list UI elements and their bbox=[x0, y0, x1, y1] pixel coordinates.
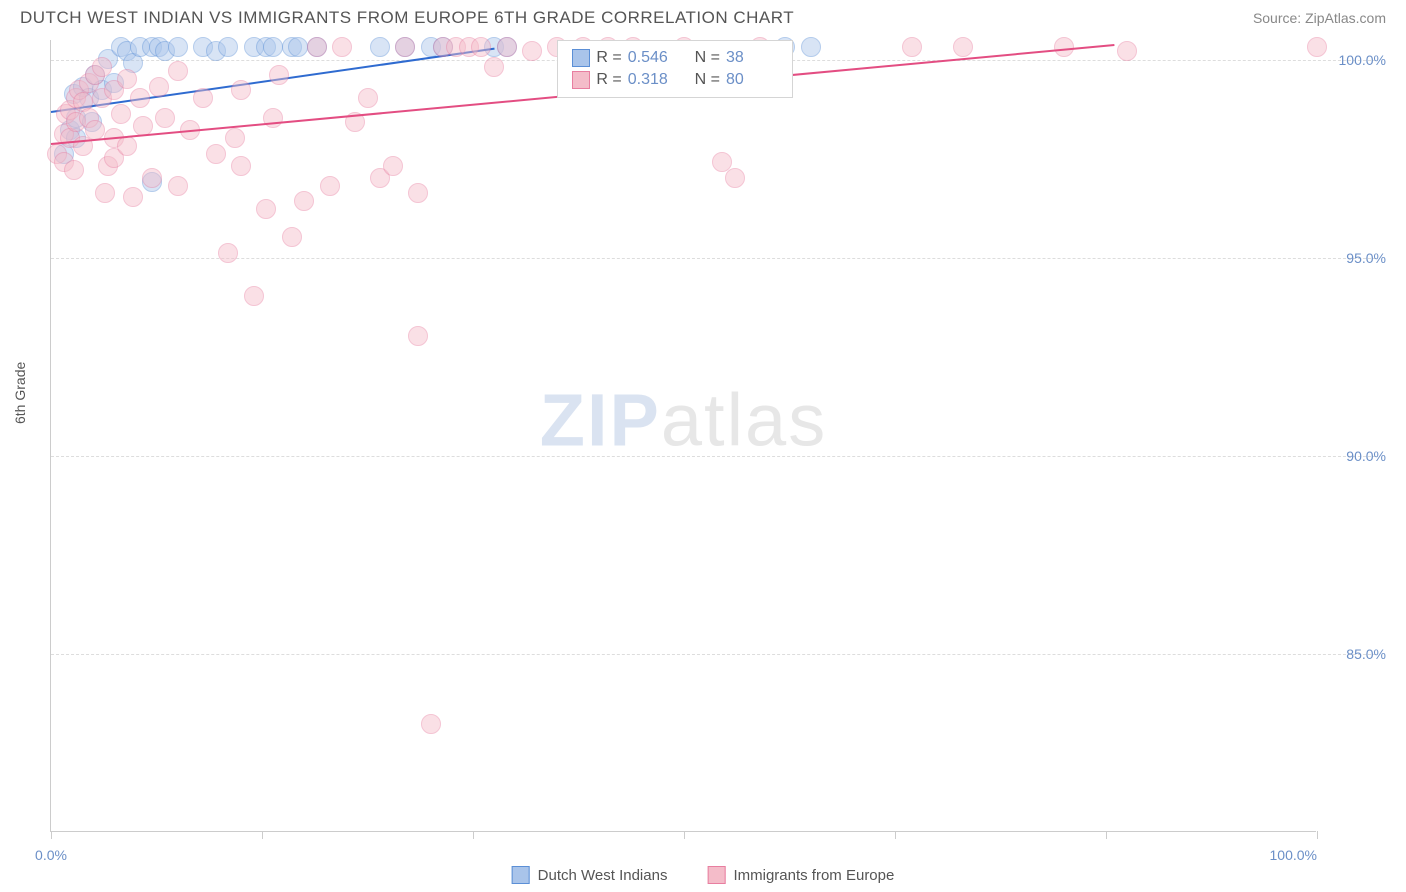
data-point bbox=[395, 37, 415, 57]
data-point bbox=[117, 136, 137, 156]
legend-swatch bbox=[512, 866, 530, 884]
chart-container: ZIPatlas 85.0%90.0%95.0%100.0%0.0%100.0%… bbox=[50, 40, 1316, 832]
x-tick bbox=[684, 831, 685, 839]
x-tick-label: 100.0% bbox=[1270, 847, 1317, 863]
x-tick bbox=[473, 831, 474, 839]
legend-label: Dutch West Indians bbox=[538, 867, 668, 884]
data-point bbox=[370, 37, 390, 57]
y-axis-label: 6th Grade bbox=[12, 362, 28, 424]
data-point bbox=[142, 168, 162, 188]
legend-n-value: 80 bbox=[726, 71, 778, 89]
data-point bbox=[269, 65, 289, 85]
data-point bbox=[155, 108, 175, 128]
legend-bottom: Dutch West Indians Immigrants from Europe bbox=[512, 866, 895, 884]
data-point bbox=[484, 57, 504, 77]
data-point bbox=[95, 183, 115, 203]
x-tick bbox=[1106, 831, 1107, 839]
data-point bbox=[1307, 37, 1327, 57]
data-point bbox=[358, 88, 378, 108]
data-point bbox=[123, 187, 143, 207]
data-point bbox=[497, 37, 517, 57]
legend-n-label: N = bbox=[686, 71, 720, 89]
x-tick bbox=[262, 831, 263, 839]
x-tick bbox=[51, 831, 52, 839]
data-point bbox=[149, 77, 169, 97]
data-point bbox=[801, 37, 821, 57]
data-point bbox=[111, 104, 131, 124]
data-point bbox=[206, 144, 226, 164]
data-point bbox=[92, 57, 112, 77]
gridline bbox=[51, 456, 1376, 457]
gridline bbox=[51, 654, 1376, 655]
legend-stats-row: R = 0.318 N = 80 bbox=[572, 69, 778, 91]
data-point bbox=[421, 714, 441, 734]
data-point bbox=[953, 37, 973, 57]
data-point bbox=[1117, 41, 1137, 61]
y-tick-label: 100.0% bbox=[1339, 52, 1386, 68]
data-point bbox=[130, 88, 150, 108]
legend-n-label: N = bbox=[686, 49, 720, 67]
data-point bbox=[408, 183, 428, 203]
data-point bbox=[117, 69, 137, 89]
data-point bbox=[168, 37, 188, 57]
legend-label: Immigrants from Europe bbox=[733, 867, 894, 884]
plot-area: ZIPatlas 85.0%90.0%95.0%100.0%0.0%100.0%… bbox=[50, 40, 1316, 832]
legend-r-label: R = bbox=[596, 71, 621, 89]
legend-swatch bbox=[572, 71, 590, 89]
data-point bbox=[218, 243, 238, 263]
data-point bbox=[168, 61, 188, 81]
data-point bbox=[225, 128, 245, 148]
data-point bbox=[522, 41, 542, 61]
data-point bbox=[218, 37, 238, 57]
data-point bbox=[85, 120, 105, 140]
data-point bbox=[320, 176, 340, 196]
data-point bbox=[471, 37, 491, 57]
x-tick bbox=[1317, 831, 1318, 839]
data-point bbox=[1054, 37, 1074, 57]
data-point bbox=[288, 37, 308, 57]
data-point bbox=[294, 191, 314, 211]
data-point bbox=[902, 37, 922, 57]
legend-n-value: 38 bbox=[726, 49, 778, 67]
legend-r-value: 0.318 bbox=[628, 71, 680, 89]
data-point bbox=[263, 108, 283, 128]
data-point bbox=[282, 227, 302, 247]
legend-item: Dutch West Indians bbox=[512, 866, 668, 884]
gridline bbox=[51, 258, 1376, 259]
x-tick-label: 0.0% bbox=[35, 847, 67, 863]
data-point bbox=[256, 199, 276, 219]
data-point bbox=[332, 37, 352, 57]
chart-title: DUTCH WEST INDIAN VS IMMIGRANTS FROM EUR… bbox=[20, 8, 794, 28]
y-tick-label: 95.0% bbox=[1346, 250, 1386, 266]
legend-stats: R = 0.546 N = 38 R = 0.318 N = 80 bbox=[557, 40, 793, 98]
data-point bbox=[231, 80, 251, 100]
watermark: ZIPatlas bbox=[540, 377, 827, 462]
data-point bbox=[383, 156, 403, 176]
legend-item: Immigrants from Europe bbox=[707, 866, 894, 884]
chart-header: DUTCH WEST INDIAN VS IMMIGRANTS FROM EUR… bbox=[0, 0, 1406, 32]
y-tick-label: 85.0% bbox=[1346, 646, 1386, 662]
data-point bbox=[307, 37, 327, 57]
data-point bbox=[244, 286, 264, 306]
data-point bbox=[193, 88, 213, 108]
legend-r-label: R = bbox=[596, 49, 621, 67]
data-point bbox=[263, 37, 283, 57]
legend-swatch bbox=[572, 49, 590, 67]
source-attribution: Source: ZipAtlas.com bbox=[1253, 10, 1386, 26]
y-tick-label: 90.0% bbox=[1346, 448, 1386, 464]
data-point bbox=[64, 160, 84, 180]
data-point bbox=[231, 156, 251, 176]
data-point bbox=[725, 168, 745, 188]
data-point bbox=[408, 326, 428, 346]
data-point bbox=[168, 176, 188, 196]
x-tick bbox=[895, 831, 896, 839]
legend-swatch bbox=[707, 866, 725, 884]
legend-stats-row: R = 0.546 N = 38 bbox=[572, 47, 778, 69]
legend-r-value: 0.546 bbox=[628, 49, 680, 67]
